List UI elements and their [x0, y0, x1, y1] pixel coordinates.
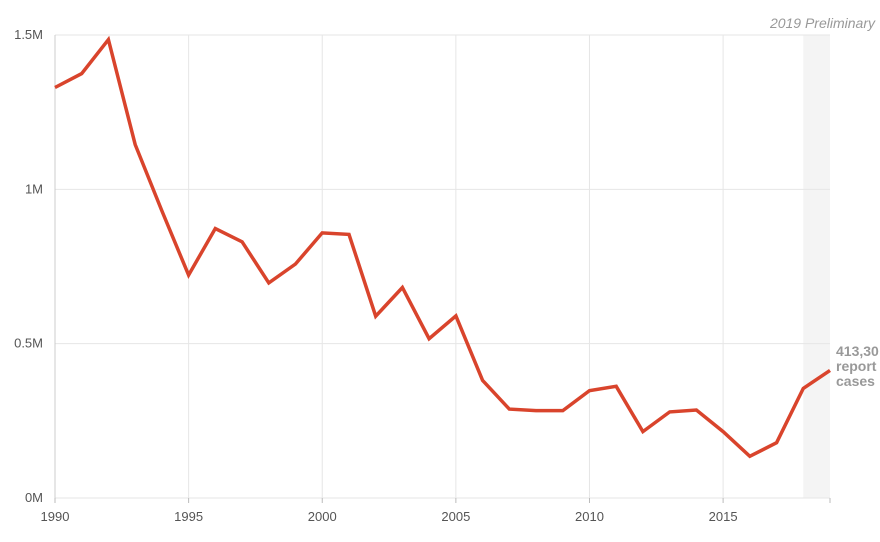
x-tick-label: 1995	[174, 509, 203, 524]
axis-layer: 0M 0.5M 1M 1.5M 1990 1995 2000 2005 2010 2015	[14, 27, 831, 524]
series-layer	[54, 35, 831, 459]
y-tick-label: 1M	[25, 181, 43, 196]
y-tick-label: 0M	[25, 490, 43, 505]
grid-layer	[54, 34, 830, 499]
series-line	[54, 35, 831, 459]
preliminary-shade-layer	[803, 35, 830, 498]
x-tick-label: 2015	[709, 509, 738, 524]
label-layer: 2019 Preliminary 413,30 report cases	[769, 15, 879, 389]
x-tick-label: 2005	[441, 509, 470, 524]
end-label-line-1: 413,30	[836, 343, 879, 359]
preliminary-region	[803, 35, 830, 498]
preliminary-note: 2019 Preliminary	[769, 15, 876, 31]
end-label-line-2: report	[836, 358, 877, 374]
end-label-line-3: cases	[836, 373, 875, 389]
x-tick-label: 1990	[41, 509, 70, 524]
x-tick-label: 2000	[308, 509, 337, 524]
x-tick-label: 2010	[575, 509, 604, 524]
y-tick-label: 0.5M	[14, 336, 43, 351]
y-tick-label: 1.5M	[14, 27, 43, 42]
